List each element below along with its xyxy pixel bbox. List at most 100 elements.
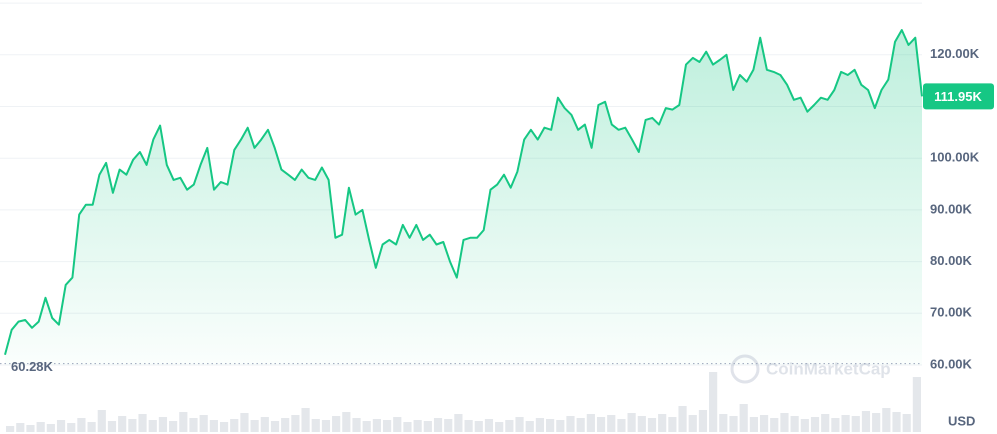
volume-bar <box>770 418 779 432</box>
volume-bar <box>780 413 789 432</box>
volume-bar <box>861 411 871 432</box>
volume-bar <box>617 419 626 432</box>
volume-bar <box>230 419 239 432</box>
volume-bar <box>372 419 381 432</box>
volume-bar <box>698 410 708 432</box>
y-tick-label: 60.00K <box>930 356 973 371</box>
volume-bar <box>342 412 351 432</box>
volume-bar <box>729 416 738 432</box>
volume-bar <box>352 418 361 432</box>
volume-bar <box>219 422 229 432</box>
volume-bar <box>260 417 269 432</box>
volume-bar <box>433 418 443 432</box>
volume-bar <box>281 418 290 432</box>
volume-bar <box>841 415 850 432</box>
volume-bar <box>739 404 748 432</box>
volume-bar <box>393 417 402 432</box>
volume-bar <box>56 420 66 432</box>
volume-bar <box>382 420 392 432</box>
price-area <box>5 30 922 365</box>
volume-bar <box>882 408 891 432</box>
volume-bar <box>148 420 157 432</box>
volume-bar <box>423 421 432 432</box>
volume-bar <box>566 416 575 432</box>
volume-bar <box>535 418 545 432</box>
volume-bar <box>912 377 921 432</box>
volume-bar <box>464 420 473 432</box>
volume-bar <box>138 414 147 432</box>
volume-bar <box>495 422 504 432</box>
volume-bar <box>627 413 636 432</box>
volume-bar <box>454 414 463 432</box>
volume-bar <box>250 420 259 432</box>
volume-bar <box>189 418 198 432</box>
volume-bar <box>607 415 616 432</box>
volume-bar <box>872 413 881 432</box>
volume-bar <box>810 417 820 432</box>
volume-bar <box>902 414 911 432</box>
volume-bar <box>515 417 524 432</box>
volume-bar <box>118 416 127 432</box>
volume-bar <box>637 416 646 432</box>
y-tick-label: 120.00K <box>930 46 980 61</box>
volume-bar <box>240 413 249 432</box>
volume-bar <box>16 423 25 432</box>
volume-bar <box>46 424 55 432</box>
volume-bar <box>749 417 758 432</box>
watermark-logo <box>730 354 760 384</box>
volume-bar <box>36 422 45 432</box>
volume-bar <box>97 410 106 432</box>
volume-bar <box>851 416 860 432</box>
price-line <box>4 29 923 355</box>
volume-bar <box>484 419 494 432</box>
volume-bar <box>576 418 585 432</box>
volume-bar <box>831 418 840 432</box>
volume-bar <box>821 414 830 432</box>
volume-bar <box>301 408 310 432</box>
y-tick-label: 90.00K <box>930 201 973 216</box>
volume-bar <box>6 426 15 432</box>
volume-bar <box>556 420 565 432</box>
volume-bar <box>158 417 168 432</box>
last-price-badge <box>923 83 994 110</box>
volume-bar <box>709 372 718 432</box>
volume-bar <box>505 420 514 432</box>
volume-bar <box>688 415 697 432</box>
volume-bar <box>403 422 412 432</box>
volume-bar <box>270 421 280 432</box>
volume-bar <box>77 418 86 432</box>
volume-bar <box>525 421 534 432</box>
volume-bar <box>678 406 687 432</box>
volume-bar <box>209 420 218 432</box>
last-price-label: 111.95K <box>934 89 982 104</box>
unit-label: USD <box>948 413 975 428</box>
volume-bar <box>790 416 799 432</box>
start-price-label: 60.28K <box>11 359 54 374</box>
volume-bar <box>291 415 300 432</box>
volume-bar <box>658 414 667 432</box>
volume-bar <box>759 415 769 432</box>
y-tick-label: 100.00K <box>930 150 980 165</box>
watermark-text: CoinMarketCap <box>766 359 891 378</box>
volume-bar <box>321 420 331 432</box>
volume-bar <box>362 421 371 432</box>
y-tick-label: 80.00K <box>930 253 973 268</box>
volume-bar <box>800 419 809 432</box>
volume-bar <box>668 417 677 432</box>
volume-bar <box>199 415 208 432</box>
volume-bar <box>444 419 453 432</box>
volume-bar <box>647 418 657 432</box>
volume-bar <box>128 419 137 432</box>
volume-bar <box>169 421 178 432</box>
volume-bar <box>719 414 728 432</box>
volume-bar <box>546 419 555 432</box>
volume-bar <box>26 425 35 432</box>
volume-bar <box>87 422 96 432</box>
volume-bar <box>332 416 341 432</box>
volume-bar <box>474 421 483 432</box>
volume-bar <box>67 423 76 432</box>
volume-bar <box>586 414 595 432</box>
volume-bar <box>413 420 422 432</box>
volume-bar <box>892 412 901 432</box>
